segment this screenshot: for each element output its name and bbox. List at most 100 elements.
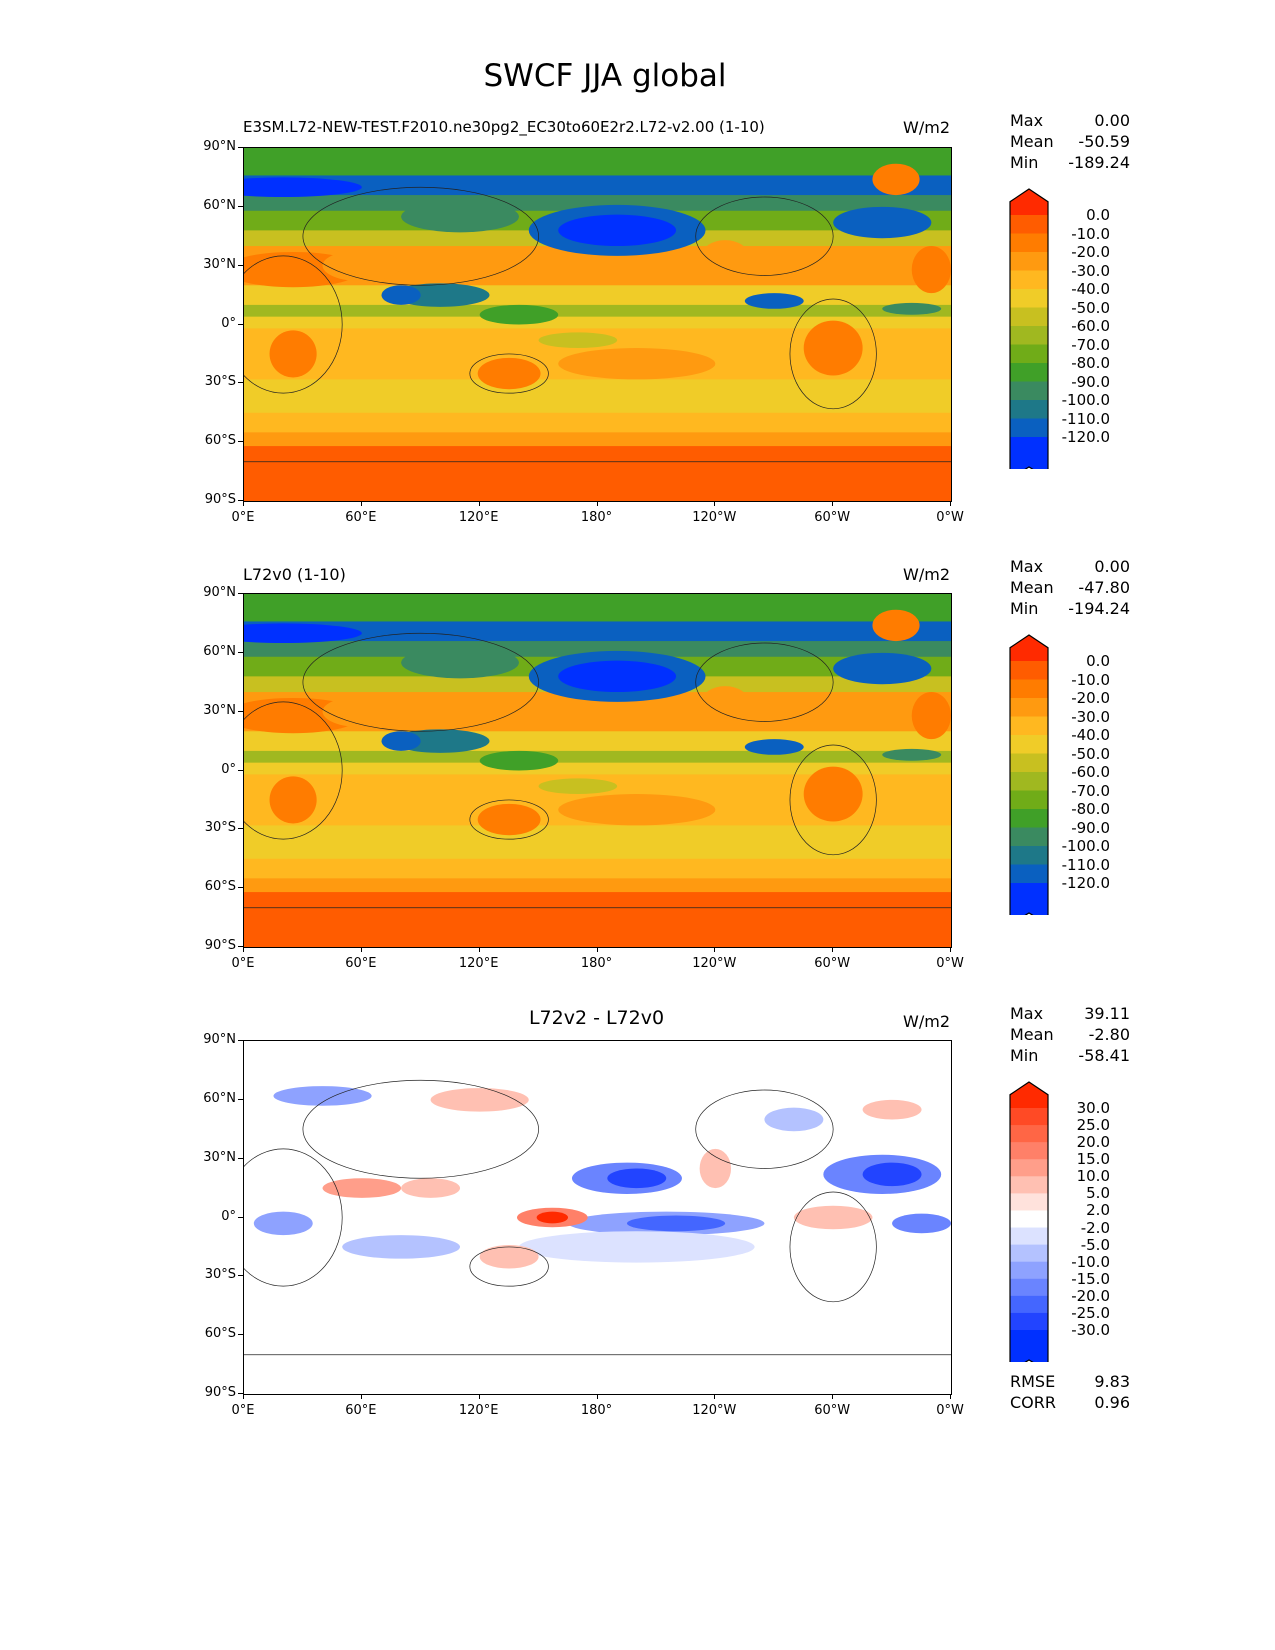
x-tick-label: 0°E	[231, 956, 255, 971]
y-tick-label: 30°N	[203, 1149, 236, 1165]
colorbar-segment	[1010, 827, 1048, 847]
colorbar-segment	[1010, 289, 1048, 309]
rmse-value: 9.83	[1094, 1372, 1130, 1391]
colorbar-tick-label: -20.0	[1071, 1286, 1110, 1305]
colorbar-segment	[1010, 1159, 1048, 1177]
colorbar-tick-label: -120.0	[1061, 874, 1110, 892]
colorbar-tick-label: -70.0	[1071, 335, 1110, 354]
coastline	[469, 353, 549, 394]
colorbar-segment	[1010, 753, 1048, 773]
colorbar-tick-label: 30.0	[1076, 1099, 1110, 1117]
colorbar-segment	[1010, 344, 1048, 364]
y-tick-mark	[238, 323, 243, 325]
coastline	[695, 1089, 834, 1169]
y-tick-mark	[238, 769, 243, 771]
x-tick-mark	[950, 1394, 951, 1399]
contour-feature	[273, 1086, 372, 1106]
contour-feature	[803, 320, 863, 376]
coastline	[469, 799, 549, 840]
colorbar-outline	[1009, 634, 1049, 926]
contour-feature	[430, 1088, 529, 1112]
y-tick-mark	[238, 1334, 243, 1336]
colorbar-tick-label: -110.0	[1061, 409, 1110, 428]
contour-band	[244, 731, 951, 752]
panel-2-units: W/m2	[903, 565, 950, 584]
x-tick-mark	[596, 501, 598, 506]
colorbar-segment	[1010, 418, 1048, 438]
figure-title: SWCF JJA global	[483, 58, 727, 94]
x-tick-mark	[950, 501, 951, 506]
colorbar-tick-label: -10.0	[1071, 1252, 1110, 1271]
contour-feature	[892, 1213, 951, 1234]
colorbar-tick-label: 25.0	[1076, 1116, 1110, 1135]
contour-feature	[764, 1107, 824, 1132]
colorbar-segment	[1010, 1176, 1048, 1194]
contour-band	[244, 316, 951, 330]
colorbar-tick-label: -40.0	[1071, 726, 1110, 744]
contour-feature	[744, 739, 804, 755]
colorbar-tick-label: 10.0	[1076, 1167, 1110, 1186]
y-tick-label: 0°	[221, 315, 236, 331]
colorbar-tick-label: -10.0	[1071, 224, 1110, 243]
stat-label-max: Max	[1010, 1004, 1044, 1023]
colorbar-tick-label: -110.0	[1061, 855, 1110, 874]
y-tick-mark	[238, 710, 243, 712]
stat-label-max: Max	[1010, 557, 1044, 576]
contour-band	[244, 175, 951, 197]
stat-label-min: Min	[1010, 153, 1039, 172]
stat-label-mean: Mean	[1010, 1025, 1054, 1044]
contour-band	[244, 750, 951, 764]
coastline	[302, 1079, 539, 1179]
x-tick-mark	[832, 501, 834, 506]
colorbar-segment	[1010, 1108, 1048, 1126]
contour-feature	[872, 163, 920, 196]
stat-value-mean: -2.80	[1088, 1025, 1130, 1044]
colorbar-segment	[1010, 1125, 1048, 1143]
colorbar-tick-label: -70.0	[1071, 781, 1110, 800]
y-tick-mark	[238, 1157, 243, 1159]
contour-feature	[744, 293, 804, 309]
corr-label: CORR	[1010, 1393, 1056, 1412]
contour-feature	[477, 357, 541, 390]
colorbar-segment	[1010, 1295, 1048, 1314]
stat-label-min: Min	[1010, 1046, 1039, 1065]
colorbar-tick-label: -30.0	[1071, 1321, 1110, 1339]
contour-feature	[479, 750, 559, 771]
panel-1-title: E3SM.L72-NEW-TEST.F2010.ne30pg2_EC30to60…	[243, 118, 765, 136]
contour-feature	[793, 1205, 873, 1230]
colorbar-tick-label: -80.0	[1071, 800, 1110, 818]
colorbar-extend-min	[1010, 883, 1048, 925]
colorbar-tick-label: -30.0	[1071, 261, 1110, 280]
colorbar-segment	[1010, 307, 1048, 327]
x-tick-label: 60°W	[814, 956, 851, 971]
y-tick-mark	[238, 1040, 243, 1041]
colorbar-outline	[1009, 188, 1049, 480]
x-tick-mark	[596, 947, 598, 952]
colorbar-tick-label: -90.0	[1071, 372, 1110, 391]
y-tick-label: 90°S	[204, 1385, 236, 1400]
x-tick-mark	[243, 947, 244, 952]
colorbar-2	[1008, 633, 1052, 926]
y-tick-label: 0°	[221, 1208, 236, 1224]
x-tick-label: 60°E	[345, 510, 377, 525]
y-tick-mark	[238, 946, 243, 947]
colorbar-segment	[1010, 270, 1048, 290]
y-tick-label: 60°S	[204, 1326, 236, 1342]
stat-label-mean: Mean	[1010, 132, 1054, 151]
contour-feature	[322, 695, 402, 728]
stat-value-max: 0.00	[1094, 557, 1130, 576]
colorbar-segment	[1010, 1244, 1048, 1263]
contour-feature	[872, 609, 920, 642]
colorbar-segment	[1010, 1193, 1048, 1212]
y-tick-mark	[238, 382, 243, 384]
colorbar-tick-label: -20.0	[1071, 243, 1110, 261]
stat-value-min: -189.24	[1068, 153, 1130, 172]
contour-feature	[381, 285, 421, 305]
contour-feature	[479, 1244, 539, 1269]
x-tick-mark	[832, 947, 834, 952]
colorbar-tick-label: 2.0	[1086, 1201, 1110, 1220]
colorbar-tick-label: -15.0	[1071, 1269, 1110, 1288]
colorbar-segment	[1010, 233, 1048, 253]
x-tick-label: 120°W	[692, 1403, 737, 1418]
y-tick-label: 60°N	[203, 1090, 236, 1106]
